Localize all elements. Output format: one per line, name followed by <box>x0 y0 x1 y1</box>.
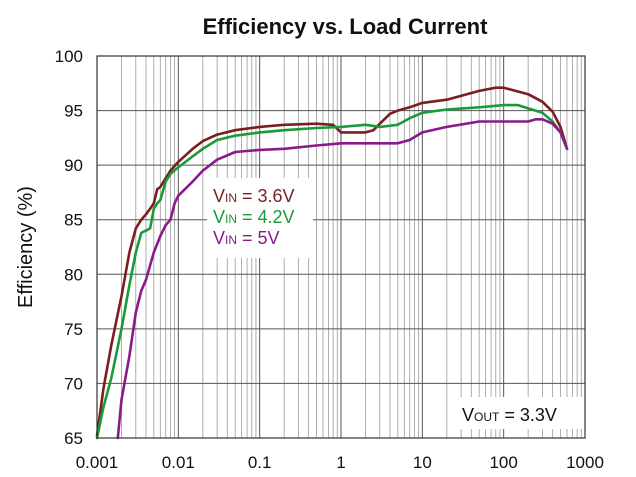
vout-annotation: VOUT = 3.3V <box>456 397 582 429</box>
y-tick-label: 100 <box>55 47 83 66</box>
chart-title: Efficiency vs. Load Current <box>203 14 489 39</box>
y-tick-label: 65 <box>64 429 83 448</box>
y-tick-label: 85 <box>64 211 83 230</box>
x-tick-label: 1 <box>336 453 345 472</box>
y-tick-labels: 65 70 75 80 85 90 95 100 <box>55 47 83 448</box>
y-tick-label: 95 <box>64 102 83 121</box>
y-tick-label: 90 <box>64 156 83 175</box>
x-tick-label: 100 <box>489 453 517 472</box>
legend-entry-2: VIN = 4.2V <box>213 207 295 227</box>
x-tick-label: 0.1 <box>248 453 272 472</box>
vout-label: VOUT = 3.3V <box>462 405 557 425</box>
major-gridlines <box>96 55 586 439</box>
series-line-2 <box>95 103 569 440</box>
x-tick-label: 10 <box>413 453 432 472</box>
y-tick-label: 80 <box>64 265 83 284</box>
series-line-1 <box>95 86 569 438</box>
y-tick-label: 70 <box>64 374 83 393</box>
plot-frame <box>96 55 586 439</box>
legend-background <box>207 178 313 258</box>
annotation-background <box>456 397 582 429</box>
x-tick-labels: 0.001 0.01 0.1 1 10 100 1000 <box>76 453 604 472</box>
legend-entry-3: VIN = 5V <box>213 228 280 248</box>
series-layer <box>95 86 569 440</box>
y-axis-label: Efficiency (%) <box>15 186 37 308</box>
x-tick-label: 0.01 <box>162 453 195 472</box>
legend-entry-1: VIN = 3.6V <box>213 186 295 206</box>
y-tick-label: 75 <box>64 320 83 339</box>
series-line-3 <box>116 118 569 440</box>
x-tick-label: 1000 <box>566 453 604 472</box>
x-tick-label: 0.001 <box>76 453 119 472</box>
